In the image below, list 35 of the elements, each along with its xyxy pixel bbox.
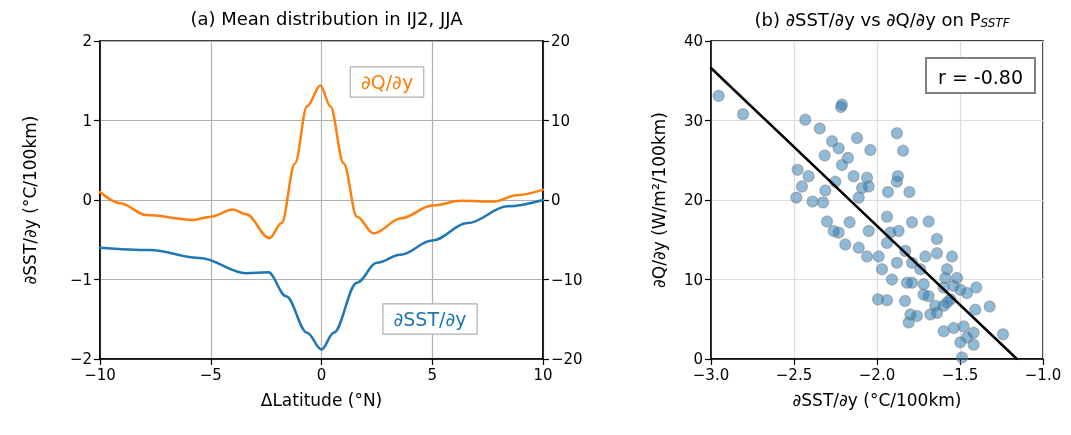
chart-title: (b) ∂SST/∂y vs ∂Q/∂y on PSSTF	[754, 8, 1011, 30]
y-tick-label: 40	[683, 32, 703, 50]
y-tick-label: −2	[69, 350, 92, 368]
x-tick-label: −2.5	[775, 365, 813, 384]
x-tick-label: −5	[199, 365, 222, 384]
y-tick-label: 0	[82, 191, 92, 209]
x-tick-label: 10	[533, 365, 553, 384]
y-tick-label: −1	[69, 270, 92, 289]
y-axis-title: ∂Q/∂y (W/m²/100km)	[648, 112, 669, 288]
y-axis-title: ∂SST/∂y (°C/100km)	[19, 115, 40, 285]
chart-title: (a) Mean distribution in IJ2, JJA	[190, 7, 464, 29]
y2-tick-label: −20	[551, 350, 583, 368]
x-axis-title: ΔLatitude (°N)	[260, 389, 383, 410]
y-tick-label: 2	[82, 32, 92, 50]
y-tick-label: 1	[82, 111, 92, 130]
text: ∂SST/∂y	[393, 308, 467, 330]
x-tick-label: 0	[316, 365, 327, 384]
x-tick-label: −1.5	[941, 365, 979, 384]
series-label: ∂Q/∂y	[360, 71, 414, 93]
line-series	[98, 198, 545, 351]
y-tick-label: 30	[683, 111, 703, 130]
y2-tick-label: −10	[551, 270, 583, 289]
y2-tick-label: 10	[551, 111, 571, 130]
x-tick-label: 5	[427, 365, 438, 384]
y2-tick-label: 0	[551, 191, 561, 209]
y2-tick-label: 20	[551, 32, 571, 50]
y-tick-label: 20	[683, 191, 703, 209]
annotation: r = -0.80	[938, 65, 1024, 88]
y-tick-label: 0	[693, 350, 703, 368]
x-tick-label: −1.0	[1024, 365, 1062, 384]
x-tick-label: −10	[84, 365, 116, 384]
x-axis-title: ∂SST/∂y (°C/100km)	[792, 389, 962, 410]
y-tick-label: 10	[683, 270, 703, 289]
x-tick-label: −3.0	[692, 365, 730, 384]
x-tick-label: −2.0	[858, 365, 896, 384]
